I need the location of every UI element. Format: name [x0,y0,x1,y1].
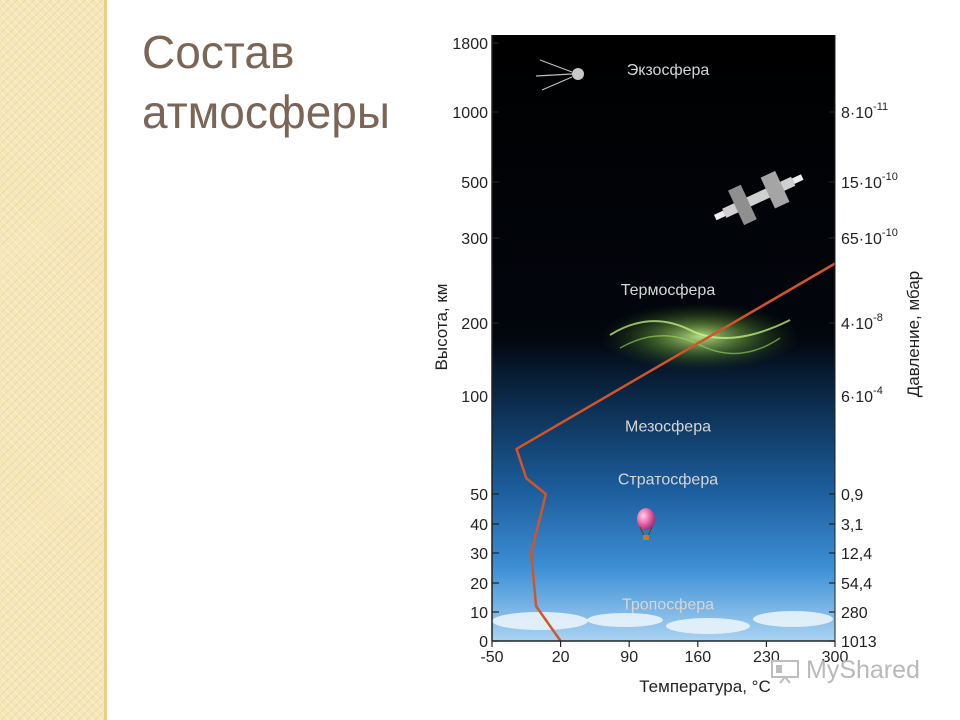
pressure-tick-exponent: -4 [873,385,883,397]
satellite-icon [535,59,584,91]
temperature-tick-label: 20 [552,649,570,666]
altitude-tick-label: 300 [461,231,488,248]
pressure-tick-mantissa: 54,4 [841,576,872,593]
altitude-tick-label: 10 [470,605,488,622]
y-axis-label: Высота, км [432,284,451,371]
layer-label: Стратосфера [618,471,718,488]
pressure-tick-label: 54,4 [841,576,872,593]
pressure-tick-label: 4·10-8 [841,312,883,333]
altitude-tick-label: 20 [470,576,488,593]
watermark-text: MyShared [806,656,920,684]
pressure-tick-label: 15·10-10 [841,171,898,192]
altitude-tick-label: 30 [470,546,488,563]
layer-label: Экзосфера [627,62,710,79]
pressure-tick-label: 1013 [841,634,877,651]
temperature-profile-line [515,262,836,642]
temperature-tick-label: -50 [480,649,503,666]
space-station-icon [713,170,804,226]
altitude-tick-label: 1000 [452,105,488,122]
pressure-tick-mantissa: 12,4 [841,546,872,563]
pressure-tick-label: 0,9 [841,487,863,504]
altitude-tick-label: 1800 [452,36,488,53]
temperature-tick-label: 160 [684,649,711,666]
altitude-tick-label: 50 [470,487,488,504]
altitude-tick-label: 200 [461,316,488,333]
altitude-tick-label: 40 [470,517,488,534]
pressure-tick-exponent: -11 [873,101,888,113]
pressure-tick-mantissa: 0,9 [841,487,863,504]
altitude-tick-label: 0 [479,634,488,651]
pressure-tick-mantissa: 280 [841,605,868,622]
slide-title-line-1: Состав [142,26,295,78]
altitude-tick-label: 100 [461,389,488,406]
temperature-tick-label: 300 [822,649,849,666]
layer-label: Термосфера [621,282,716,299]
pressure-tick-label: 280 [841,605,868,622]
pressure-tick-mantissa: 65·10 [841,231,882,248]
layer-label: Тропосфера [622,596,714,613]
pressure-tick-mantissa: 4·10 [841,316,873,333]
pressure-tick-label: 3,1 [841,517,863,534]
hot-air-balloon-icon [637,508,655,540]
pressure-tick-label: 12,4 [841,546,872,563]
right-axis-label: Давление, мбар [904,271,923,398]
x-axis-label: Температура, °С [639,677,770,696]
altitude-tick-label: 500 [461,175,488,192]
pressure-tick-mantissa: 8·10 [841,105,873,122]
pressure-tick-label: 65·10-10 [841,227,898,248]
slide-title: Состав атмосферы [142,22,390,142]
slide-title-line-2: атмосферы [142,86,390,138]
pressure-tick-exponent: -10 [882,171,898,183]
aurora-illustration [600,303,800,371]
pressure-tick-mantissa: 3,1 [841,517,863,534]
temperature-tick-label: 230 [753,649,780,666]
pressure-tick-label: 6·10-4 [841,385,883,406]
temperature-tick-label: 90 [620,649,638,666]
pressure-tick-mantissa: 1013 [841,634,877,651]
pressure-tick-mantissa: 6·10 [841,389,873,406]
pressure-tick-exponent: -10 [882,227,898,239]
pressure-tick-mantissa: 15·10 [841,175,882,192]
presentation-board-icon [771,659,799,684]
watermark: MyShared [770,656,920,685]
decorative-side-strip [0,0,107,720]
pressure-tick-label: 8·10-11 [841,101,888,122]
layer-label: Мезосфера [625,418,711,435]
clouds-illustration [492,611,833,634]
pressure-tick-exponent: -8 [873,312,883,324]
